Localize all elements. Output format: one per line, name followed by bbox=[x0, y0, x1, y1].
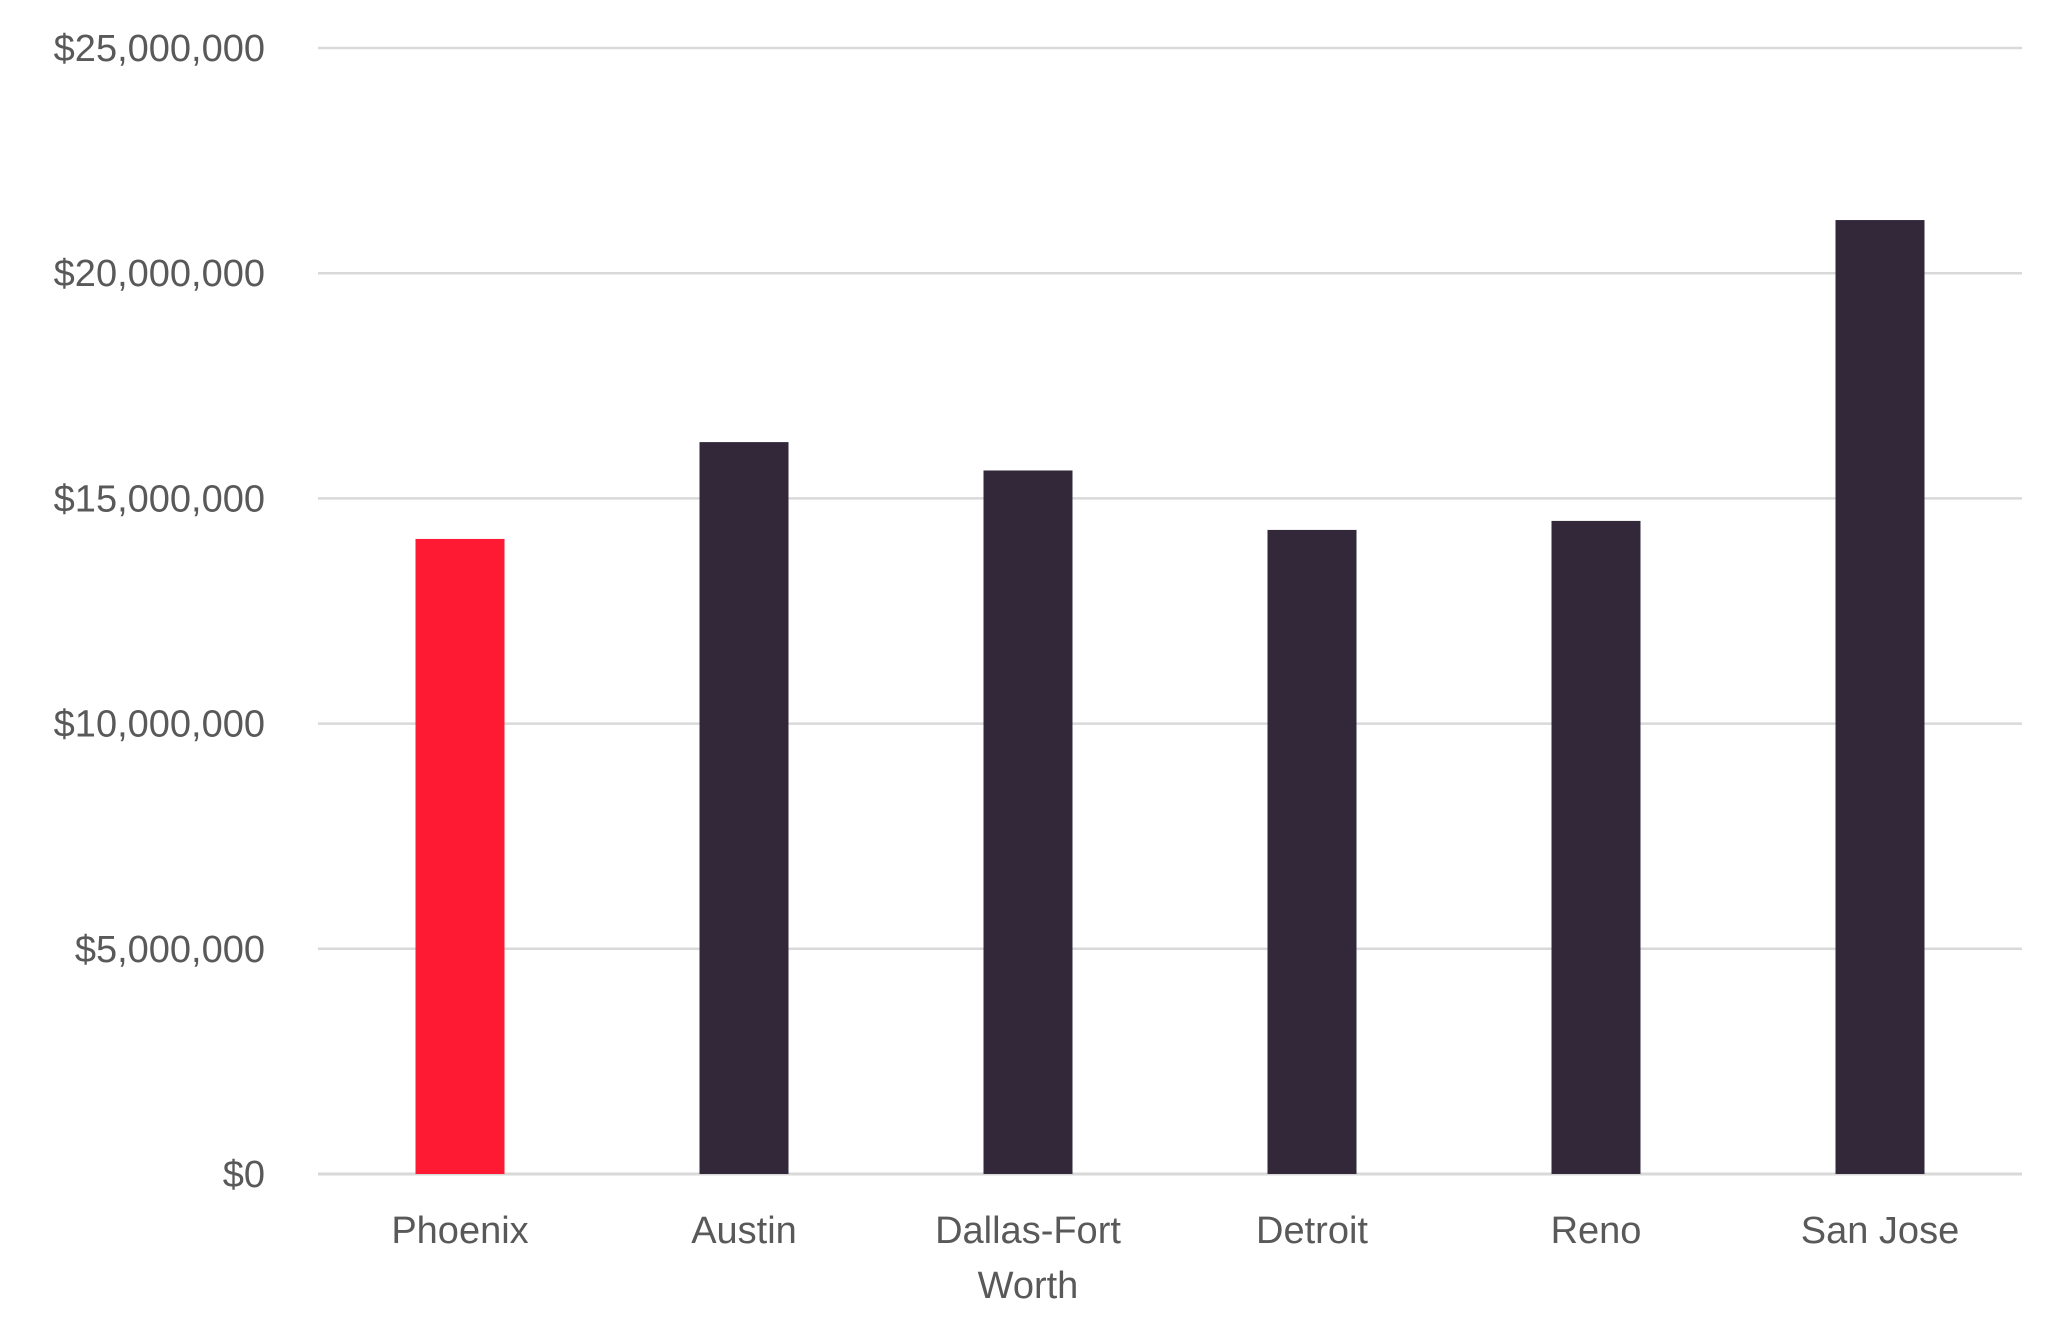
y-tick-label: $5,000,000 bbox=[75, 929, 265, 971]
bar bbox=[1835, 220, 1925, 1174]
y-tick-label: $15,000,000 bbox=[54, 478, 265, 520]
x-tick-label: San Jose bbox=[1801, 1210, 1959, 1252]
bar bbox=[415, 538, 505, 1174]
bar bbox=[1551, 520, 1641, 1174]
y-axis-tick-labels: $0 $5,000,000 $10,000,000 $15,000,000 $20,00… bbox=[54, 28, 265, 1196]
x-tick-label: Reno bbox=[1551, 1210, 1642, 1252]
y-tick-label: $10,000,000 bbox=[54, 704, 265, 746]
y-tick-label: $0 bbox=[223, 1154, 265, 1196]
x-tick-label: Austin bbox=[691, 1210, 797, 1252]
y-tick-label: $25,000,000 bbox=[54, 28, 265, 70]
x-tick-label: Detroit bbox=[1256, 1210, 1368, 1252]
x-tick-label: Phoenix bbox=[391, 1210, 528, 1252]
x-axis-tick-labels: Phoenix Austin Dallas-Fort Worth Detroit Reno… bbox=[391, 1210, 1959, 1307]
bar bbox=[699, 442, 789, 1175]
bar bbox=[1267, 529, 1357, 1174]
bar bbox=[983, 470, 1073, 1174]
bars bbox=[415, 220, 1925, 1175]
x-tick-label: Dallas-Fort Worth bbox=[935, 1210, 1121, 1307]
gridlines bbox=[318, 46, 2022, 1176]
y-tick-label: $20,000,000 bbox=[54, 253, 265, 295]
